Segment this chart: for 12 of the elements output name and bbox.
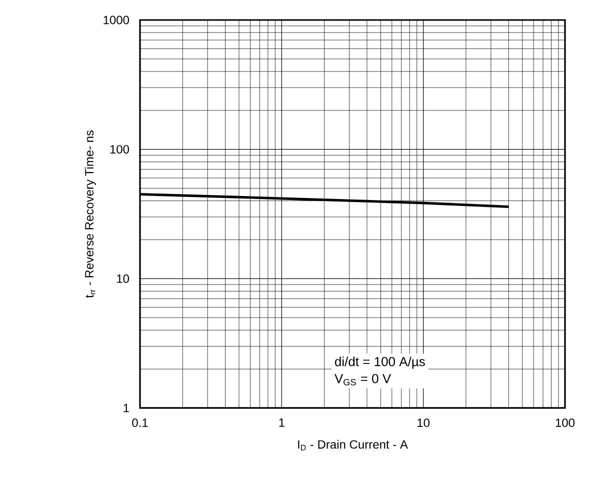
x-axis-title: I$_{D}$ - Drain Current - A [298, 440, 408, 450]
x-tick-label: 100 [556, 418, 575, 428]
y-tick-label: 1000 [104, 16, 129, 24]
y-tick-label: 1 [124, 404, 129, 412]
y-tick-label: 10 [117, 274, 130, 283]
y-tick-label: 100 [110, 145, 129, 154]
annotation: V$_{GS}$ = 0 V [334, 374, 392, 386]
x-tick-label: 10 [418, 418, 430, 428]
annotation: di/dt = 100 A/µs [334, 356, 425, 369]
x-tick-label: 1 [279, 418, 284, 427]
y-axis-title: t$_{rr}$ - Reverse Recovery Time- ns [84, 130, 96, 298]
x-tick-label: 0.1 [132, 418, 148, 428]
